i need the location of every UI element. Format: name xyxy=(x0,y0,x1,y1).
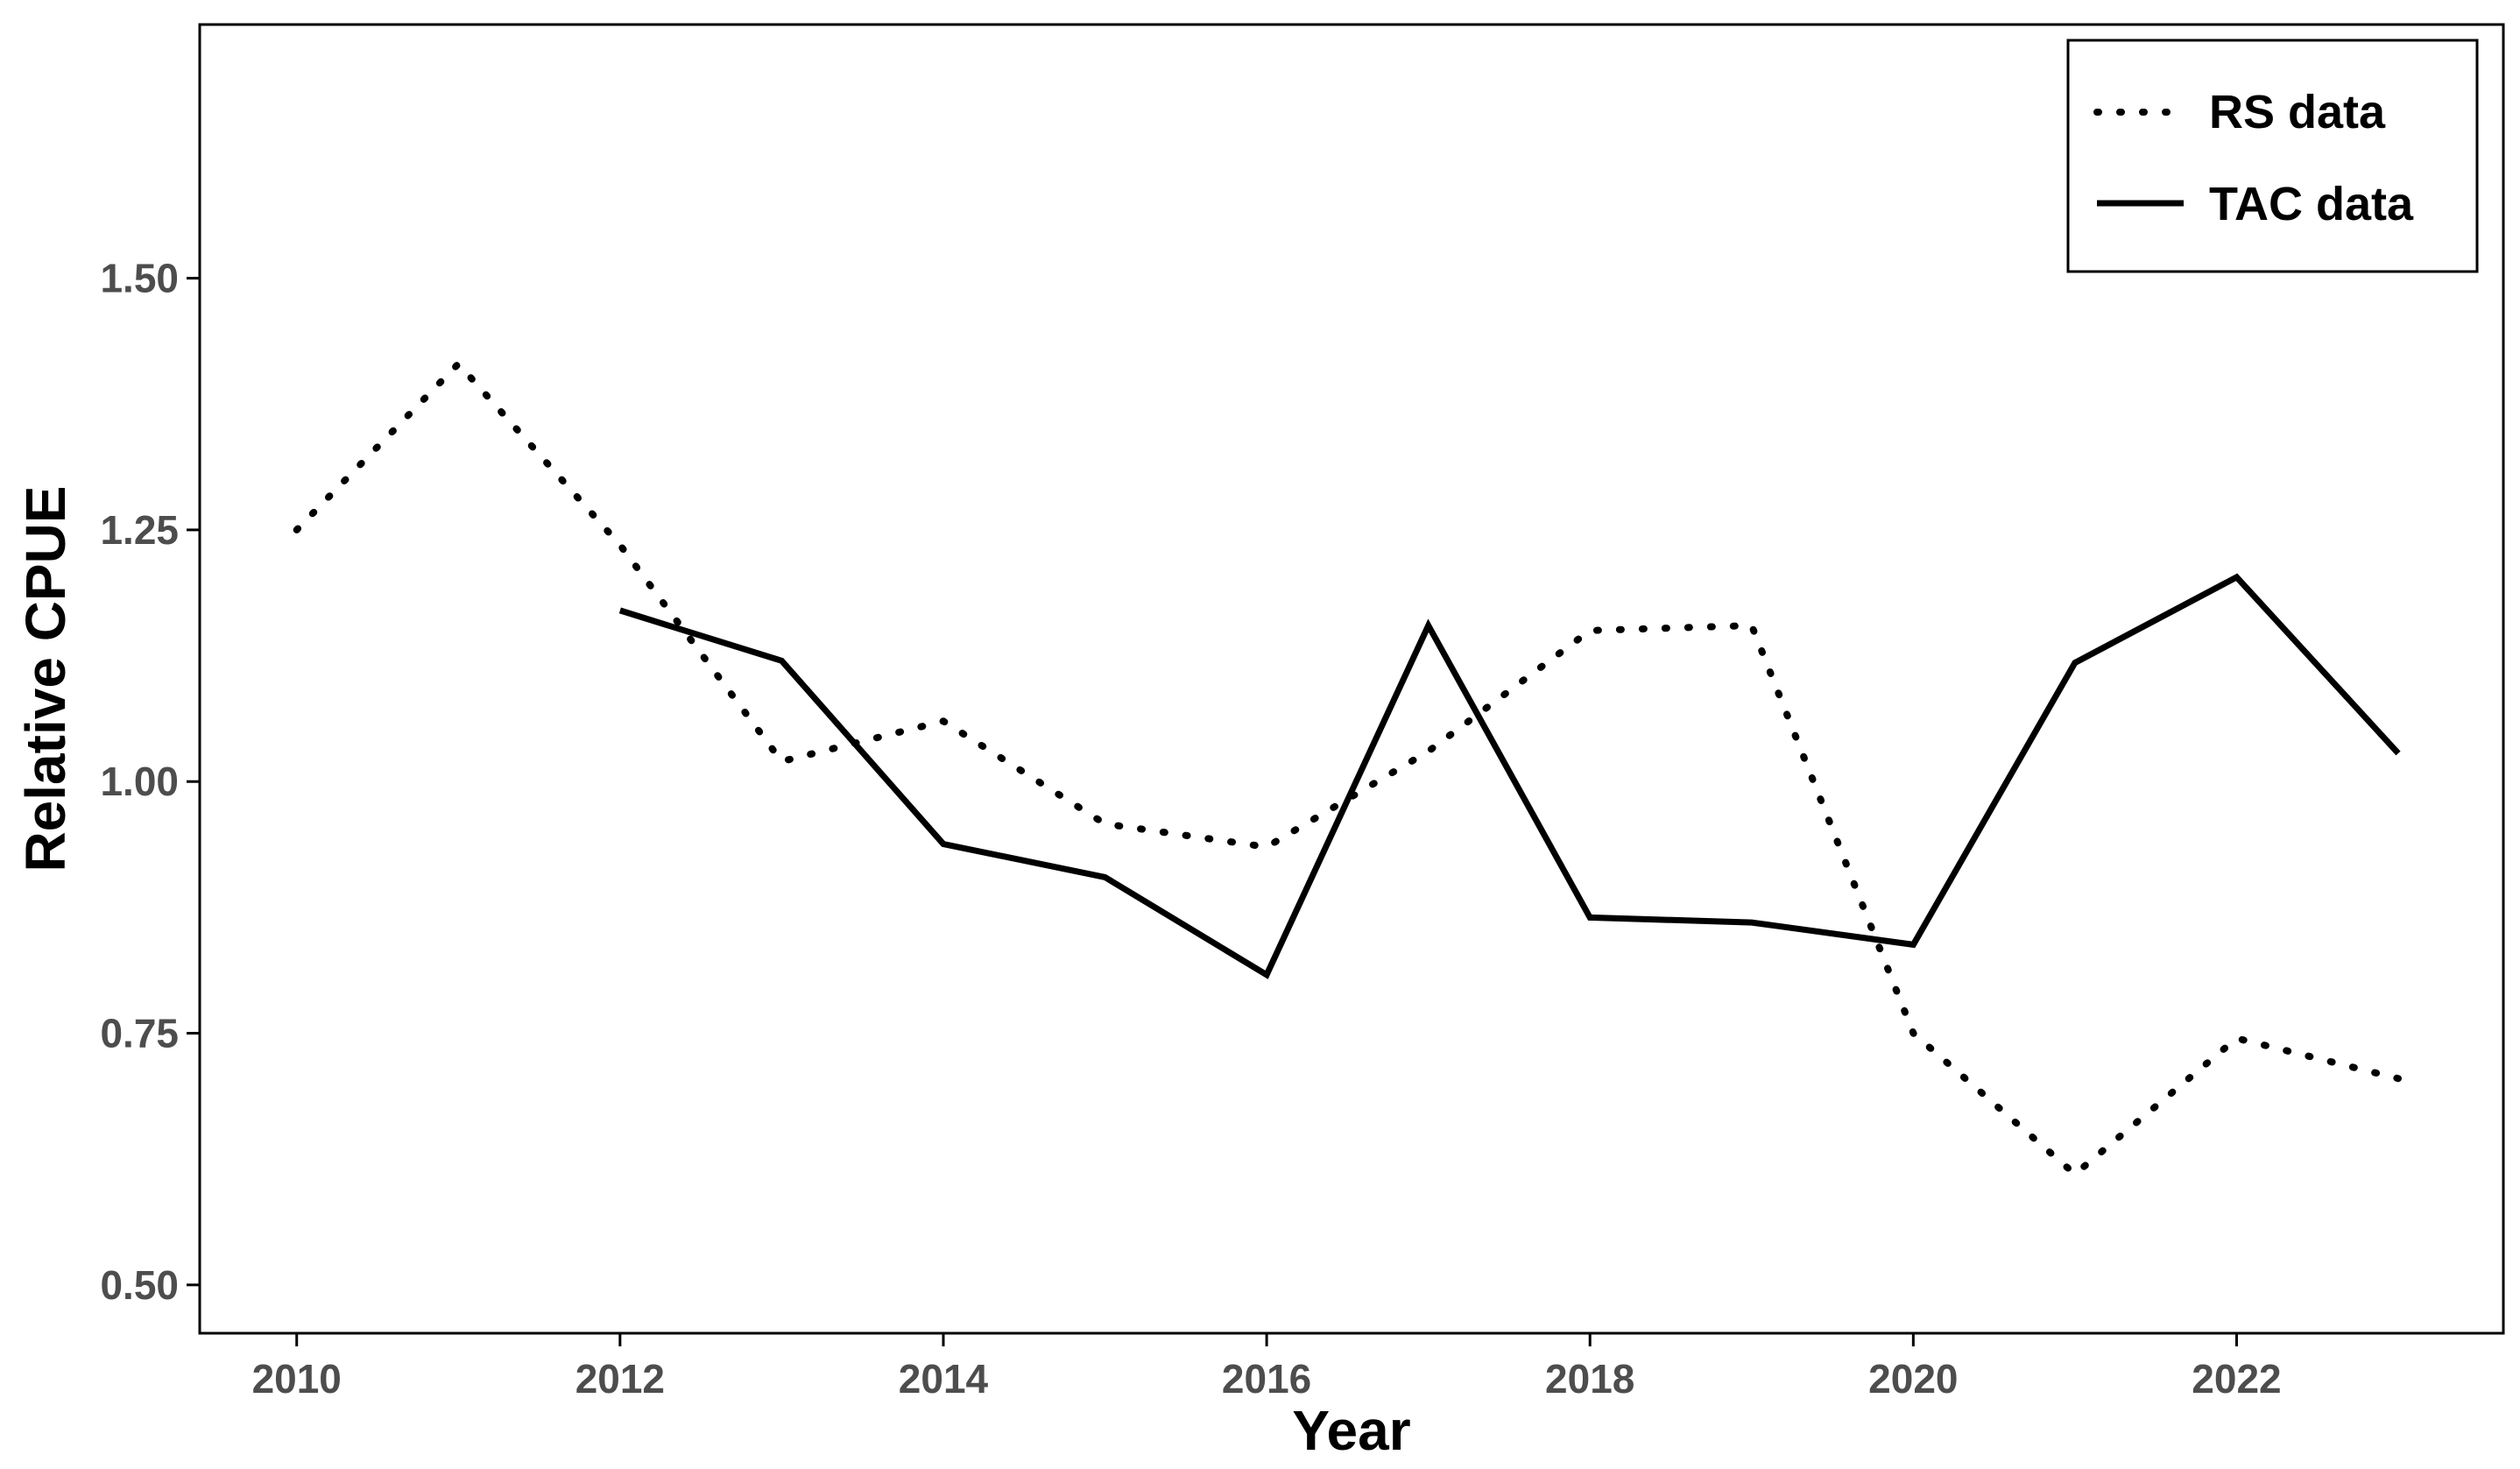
x-tick-label: 2018 xyxy=(1545,1356,1634,1402)
plot-panel-border xyxy=(198,23,2505,1335)
y-tick-label: 1.00 xyxy=(100,759,179,804)
series-line-tac-data xyxy=(618,573,2401,979)
y-tick-label: 0.75 xyxy=(100,1011,179,1056)
legend: RS data TAC data xyxy=(2066,39,2479,273)
x-tick-label: 2022 xyxy=(2192,1356,2281,1402)
x-tick-label: 2020 xyxy=(1868,1356,1958,1402)
x-axis-title: Year xyxy=(1292,1399,1410,1462)
x-tick-label: 2014 xyxy=(899,1356,989,1402)
x-tick-label: 2010 xyxy=(252,1356,342,1402)
series-line-rs-data xyxy=(293,360,2402,1178)
legend-label-rs-data: RS data xyxy=(2209,86,2386,138)
x-tick-label: 2012 xyxy=(575,1356,665,1402)
y-axis: 0.50 0.75 1.00 1.25 1.50 xyxy=(100,256,200,1308)
legend-label-tac-data: TAC data xyxy=(2209,178,2414,230)
series-layer xyxy=(293,360,2402,1178)
y-axis-title: Relative CPUE xyxy=(14,485,77,872)
legend-box xyxy=(2066,39,2479,273)
x-axis: 2010 2012 2014 2016 2018 2020 2022 xyxy=(252,1333,2282,1402)
y-tick-label: 1.25 xyxy=(100,507,179,553)
y-tick-label: 1.50 xyxy=(100,256,179,301)
x-tick-label: 2016 xyxy=(1222,1356,1311,1402)
y-tick-label: 0.50 xyxy=(100,1262,179,1308)
